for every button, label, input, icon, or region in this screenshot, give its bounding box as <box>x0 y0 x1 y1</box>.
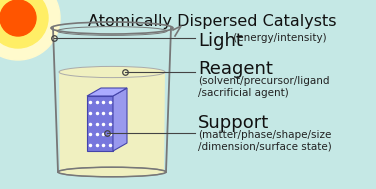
Text: Light: Light <box>198 32 243 50</box>
Text: Atomically Dispersed Catalysts: Atomically Dispersed Catalysts <box>88 14 336 29</box>
Circle shape <box>0 0 48 48</box>
Circle shape <box>0 0 60 60</box>
Polygon shape <box>87 96 113 151</box>
Text: Support: Support <box>198 114 269 132</box>
Polygon shape <box>59 72 165 172</box>
Text: (solvent/precursor/ligand
/sacrificial agent): (solvent/precursor/ligand /sacrificial a… <box>198 76 329 98</box>
Ellipse shape <box>58 167 166 177</box>
Circle shape <box>0 0 36 36</box>
Text: (energy/intensity): (energy/intensity) <box>230 33 327 43</box>
Text: Reagent: Reagent <box>198 60 273 78</box>
Polygon shape <box>113 88 127 151</box>
Text: (matter/phase/shape/size
/dimension/surface state): (matter/phase/shape/size /dimension/surf… <box>198 130 332 152</box>
Ellipse shape <box>59 66 165 78</box>
Polygon shape <box>87 88 127 96</box>
